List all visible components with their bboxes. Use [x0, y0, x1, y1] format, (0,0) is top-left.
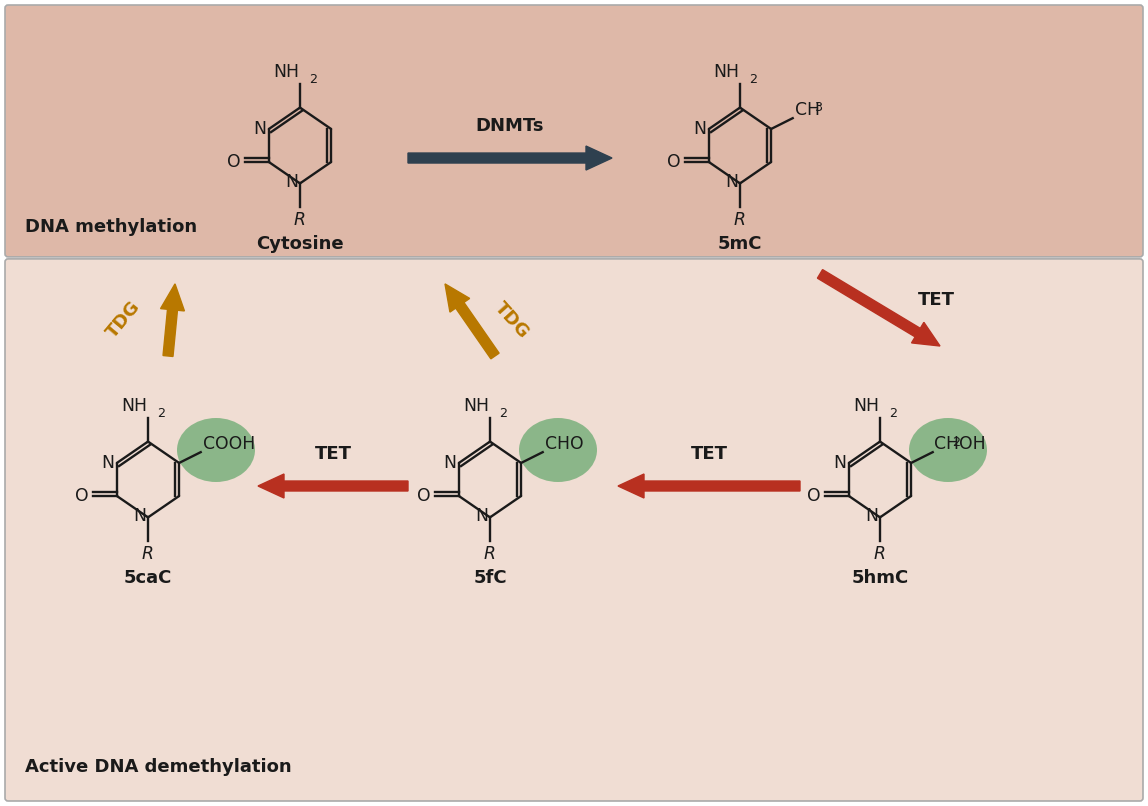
Text: TDG: TDG	[103, 298, 144, 342]
Text: R: R	[294, 211, 307, 230]
Text: CH: CH	[933, 434, 959, 452]
Text: Active DNA demethylation: Active DNA demethylation	[25, 758, 292, 776]
Text: OH: OH	[959, 434, 985, 452]
Text: NH: NH	[273, 63, 298, 81]
Text: 3: 3	[814, 101, 822, 114]
Text: TET: TET	[918, 291, 955, 309]
Text: TET: TET	[690, 445, 728, 463]
Ellipse shape	[177, 418, 255, 482]
Text: 2: 2	[952, 436, 960, 449]
Text: N: N	[864, 507, 878, 526]
FancyArrow shape	[161, 284, 185, 356]
Text: 2: 2	[498, 407, 506, 420]
Text: 5caC: 5caC	[124, 569, 172, 587]
Text: 2: 2	[309, 73, 317, 86]
Text: O: O	[227, 153, 241, 171]
Text: N: N	[102, 454, 115, 472]
Text: NH: NH	[121, 397, 147, 414]
Text: 2: 2	[156, 407, 164, 420]
Ellipse shape	[519, 418, 597, 482]
Ellipse shape	[909, 418, 987, 482]
Text: TET: TET	[315, 445, 351, 463]
Text: N: N	[285, 173, 297, 191]
Text: N: N	[693, 120, 707, 138]
Text: N: N	[833, 454, 847, 472]
Text: 2: 2	[748, 73, 757, 86]
Text: R: R	[874, 546, 886, 563]
Text: O: O	[807, 487, 821, 505]
FancyArrow shape	[408, 146, 612, 170]
Text: R: R	[142, 546, 154, 563]
Text: TDG: TDG	[491, 298, 533, 342]
Text: N: N	[133, 507, 146, 526]
Text: O: O	[667, 153, 681, 171]
FancyBboxPatch shape	[5, 259, 1143, 801]
Text: DNMTs: DNMTs	[475, 117, 544, 135]
Text: 2: 2	[889, 407, 897, 420]
Text: 5mC: 5mC	[718, 235, 762, 253]
Text: NH: NH	[853, 397, 879, 414]
Text: N: N	[475, 507, 488, 526]
Text: N: N	[724, 173, 738, 191]
FancyBboxPatch shape	[5, 5, 1143, 257]
Text: O: O	[75, 487, 88, 505]
Text: NH: NH	[713, 63, 739, 81]
Text: CHO: CHO	[545, 434, 583, 452]
FancyArrow shape	[618, 474, 800, 498]
Text: 5fC: 5fC	[473, 569, 506, 587]
Text: 5hmC: 5hmC	[852, 569, 908, 587]
Text: COOH: COOH	[203, 434, 255, 452]
Text: N: N	[254, 120, 266, 138]
Text: DNA methylation: DNA methylation	[25, 218, 197, 236]
Text: CH: CH	[794, 101, 820, 118]
Text: O: O	[417, 487, 430, 505]
Text: R: R	[484, 546, 496, 563]
Text: N: N	[444, 454, 457, 472]
Text: NH: NH	[463, 397, 489, 414]
Text: Cytosine: Cytosine	[256, 235, 343, 253]
FancyArrow shape	[445, 284, 499, 359]
FancyArrow shape	[817, 269, 940, 346]
FancyArrow shape	[258, 474, 408, 498]
Text: R: R	[734, 211, 746, 230]
